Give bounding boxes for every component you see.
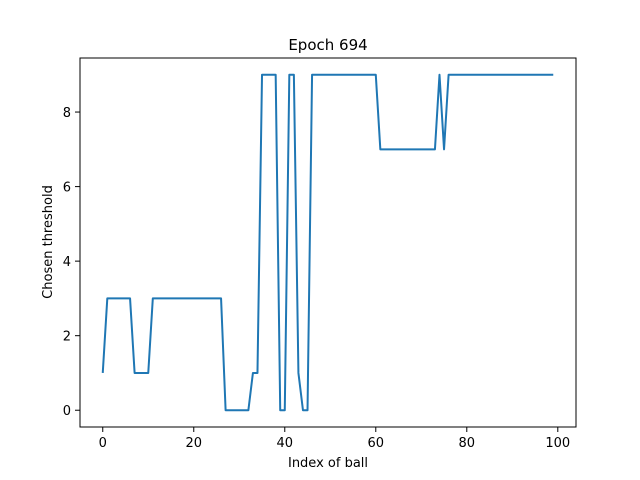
y-tick-label: 6	[63, 181, 71, 196]
x-tick-label: 80	[459, 436, 476, 451]
x-tick-label: 100	[545, 436, 570, 451]
x-tick-label: 0	[99, 436, 107, 451]
series-layer	[101, 73, 554, 412]
y-tick-label: 0	[63, 404, 71, 419]
y-tick-label: 8	[63, 106, 71, 121]
plot-frame	[79, 57, 577, 428]
x-tick-label: 60	[368, 436, 385, 451]
y-axis-label: Chosen threshold	[41, 185, 56, 299]
y-tick-label: 2	[63, 330, 71, 345]
x-tick-label: 40	[276, 436, 293, 451]
x-axis-ticks: 0 20 40 60 80 100	[99, 427, 570, 451]
y-tick-label: 4	[63, 255, 71, 270]
x-tick-label: 20	[185, 436, 202, 451]
y-axis-ticks: 0 2 4 6 8	[63, 106, 80, 419]
series-line-0	[101, 73, 554, 412]
x-axis-label: Index of ball	[288, 456, 368, 471]
chart-title: Epoch 694	[288, 36, 367, 54]
